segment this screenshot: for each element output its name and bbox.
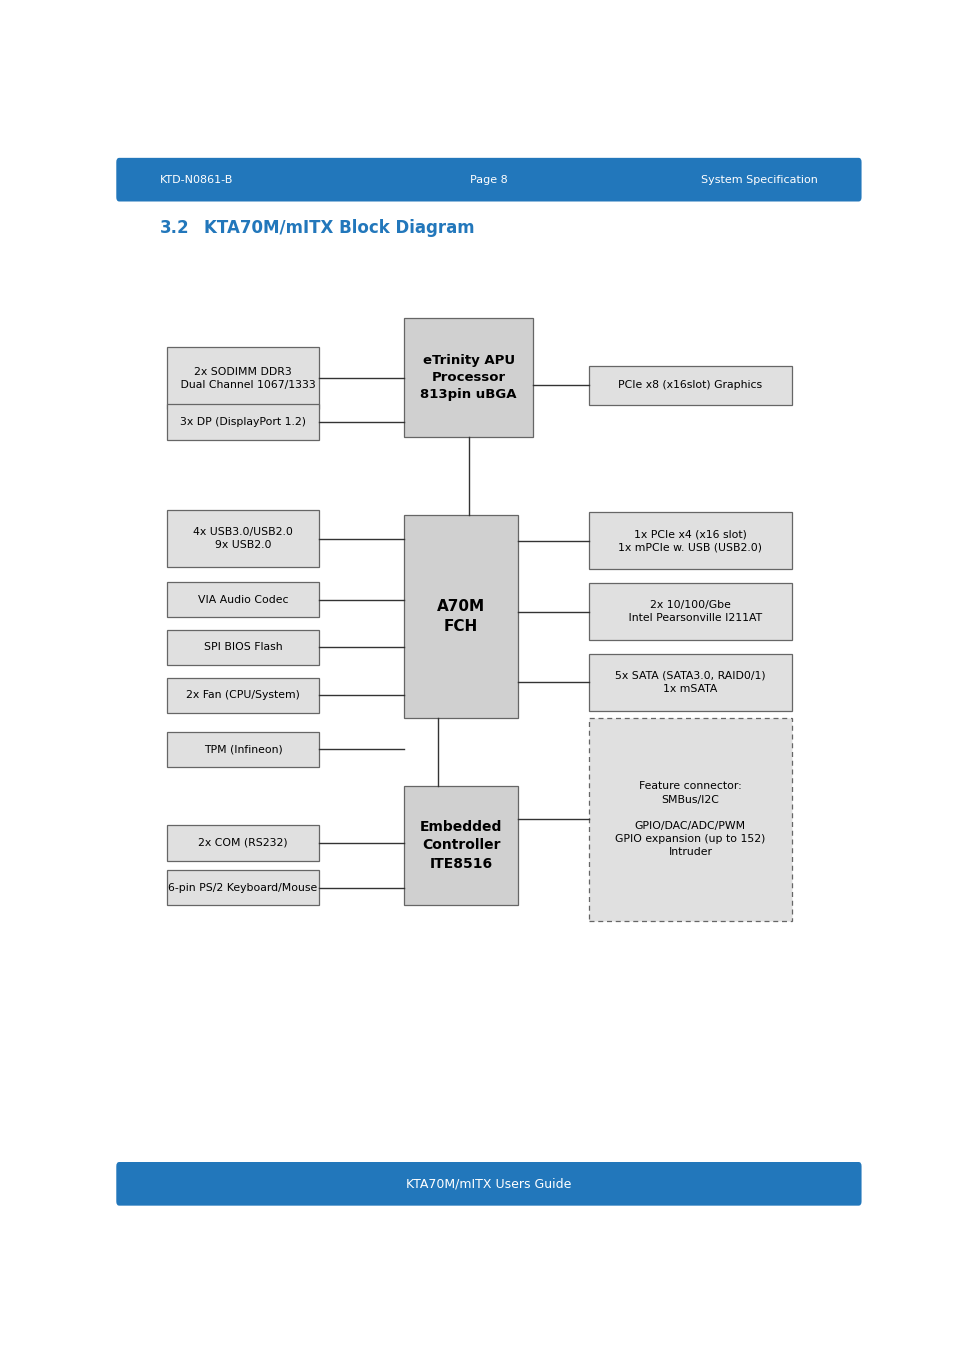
Text: VIA Audio Codec: VIA Audio Codec <box>197 594 288 605</box>
Text: Embedded
Controller
ITE8516: Embedded Controller ITE8516 <box>419 819 502 871</box>
FancyBboxPatch shape <box>167 629 318 666</box>
Text: System Specification: System Specification <box>700 174 817 185</box>
FancyBboxPatch shape <box>167 678 318 713</box>
FancyBboxPatch shape <box>403 786 518 906</box>
Text: 2x SODIMM DDR3
   Dual Channel 1067/1333: 2x SODIMM DDR3 Dual Channel 1067/1333 <box>170 367 315 390</box>
FancyBboxPatch shape <box>167 582 318 617</box>
FancyBboxPatch shape <box>116 158 861 201</box>
FancyBboxPatch shape <box>588 512 791 570</box>
Text: Feature connector:
SMBus/I2C

GPIO/DAC/ADC/PWM
GPIO expansion (up to 152)
Intrud: Feature connector: SMBus/I2C GPIO/DAC/AD… <box>615 782 765 857</box>
Text: KTA70M/mITX Users Guide: KTA70M/mITX Users Guide <box>406 1177 571 1191</box>
FancyBboxPatch shape <box>403 319 533 437</box>
Text: 2x Fan (CPU/System): 2x Fan (CPU/System) <box>186 690 299 701</box>
Text: TPM (Infineon): TPM (Infineon) <box>204 744 282 755</box>
Text: eTrinity APU
Processor
813pin uBGA: eTrinity APU Processor 813pin uBGA <box>420 354 517 401</box>
Text: A70M
FCH: A70M FCH <box>436 599 485 634</box>
FancyBboxPatch shape <box>167 869 318 906</box>
FancyBboxPatch shape <box>167 510 318 567</box>
FancyBboxPatch shape <box>588 583 791 640</box>
FancyBboxPatch shape <box>167 825 318 860</box>
Text: 4x USB3.0/USB2.0
9x USB2.0: 4x USB3.0/USB2.0 9x USB2.0 <box>193 528 293 551</box>
FancyBboxPatch shape <box>588 718 791 921</box>
Text: 2x COM (RS232): 2x COM (RS232) <box>198 838 288 848</box>
Text: Page 8: Page 8 <box>470 174 507 185</box>
FancyBboxPatch shape <box>116 1162 861 1206</box>
Text: KTA70M/mITX Block Diagram: KTA70M/mITX Block Diagram <box>204 219 475 238</box>
Text: 1x PCIe x4 (x16 slot)
1x mPCIe w. USB (USB2.0): 1x PCIe x4 (x16 slot) 1x mPCIe w. USB (U… <box>618 529 761 552</box>
Text: 5x SATA (SATA3.0, RAID0/1)
1x mSATA: 5x SATA (SATA3.0, RAID0/1) 1x mSATA <box>615 671 765 694</box>
FancyBboxPatch shape <box>588 653 791 711</box>
FancyBboxPatch shape <box>167 404 318 440</box>
Text: KTD-N0861-B: KTD-N0861-B <box>160 174 233 185</box>
Text: PCIe x8 (x16slot) Graphics: PCIe x8 (x16slot) Graphics <box>618 381 761 390</box>
FancyBboxPatch shape <box>167 732 318 767</box>
Text: 6-pin PS/2 Keyboard/Mouse: 6-pin PS/2 Keyboard/Mouse <box>169 883 317 892</box>
Text: SPI BIOS Flash: SPI BIOS Flash <box>204 643 282 652</box>
FancyBboxPatch shape <box>403 516 518 718</box>
FancyBboxPatch shape <box>588 366 791 405</box>
Text: 3.2: 3.2 <box>160 219 190 238</box>
FancyBboxPatch shape <box>167 347 318 409</box>
Text: 3x DP (DisplayPort 1.2): 3x DP (DisplayPort 1.2) <box>180 417 306 427</box>
Text: 2x 10/100/Gbe
   Intel Pearsonville I211AT: 2x 10/100/Gbe Intel Pearsonville I211AT <box>618 599 761 624</box>
